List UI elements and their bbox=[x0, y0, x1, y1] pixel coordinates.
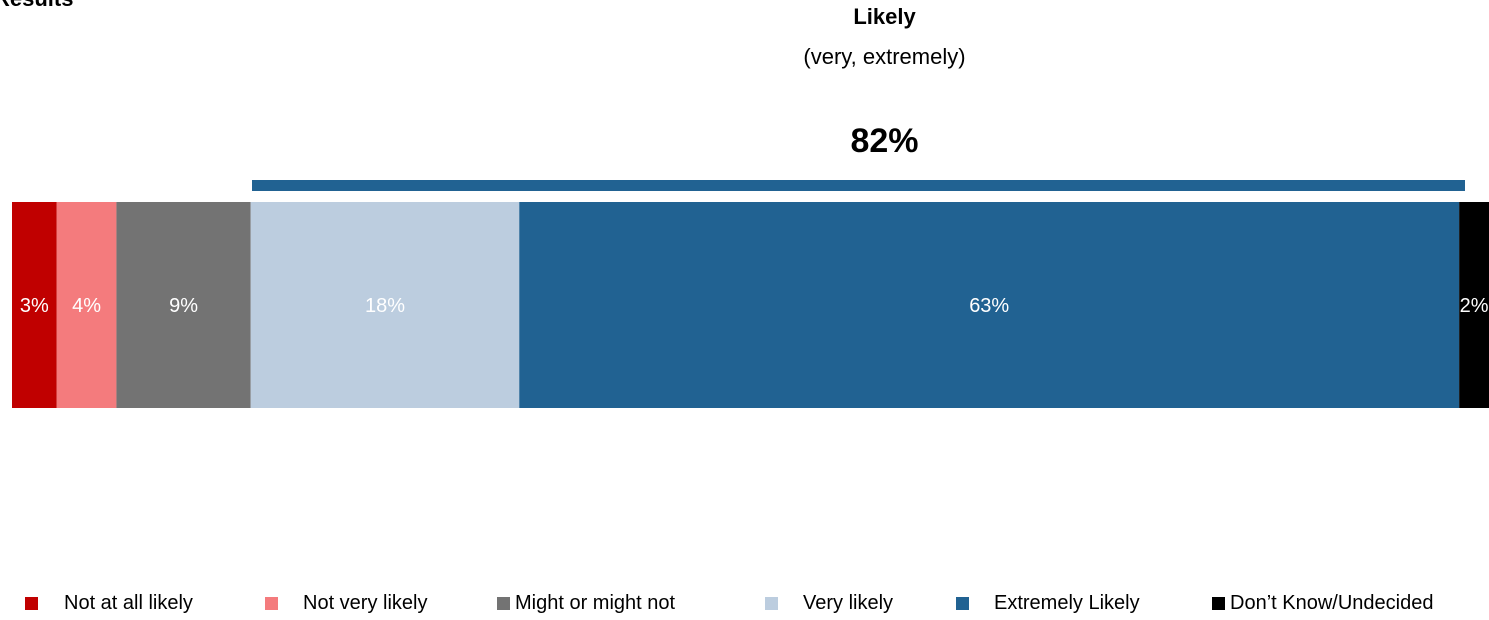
bar-segment-very-likely bbox=[250, 202, 520, 408]
data-label-very-likely: 18% bbox=[365, 295, 405, 317]
likely-total: 82% bbox=[850, 122, 919, 160]
legend-label: Not very likely bbox=[303, 592, 428, 614]
legend-swatch bbox=[1212, 597, 1225, 610]
bar-segment-don-t-know-undecided bbox=[1459, 202, 1489, 408]
legend-label: Don’t Know/Undecided bbox=[1230, 592, 1434, 614]
data-label-not-very-likely: 4% bbox=[72, 295, 101, 317]
legend-swatch bbox=[765, 597, 778, 610]
legend-item-extremely-likely: Extremely Likely bbox=[956, 592, 1140, 615]
legend-label: Might or might not bbox=[515, 592, 676, 614]
legend-item-might-or-might-not: Might or might not bbox=[497, 592, 675, 615]
legend-item-not-at-all-likely: Not at all likely bbox=[25, 592, 193, 615]
legend: Not at all likely Not very likely Might … bbox=[0, 592, 1489, 620]
bar-segment-not-at-all-likely bbox=[12, 202, 57, 408]
results-label: Results bbox=[0, 0, 73, 12]
data-label-not-at-all-likely: 3% bbox=[20, 295, 49, 317]
data-label-don-t-know-undecided: 2% bbox=[1460, 295, 1489, 317]
legend-swatch bbox=[956, 597, 969, 610]
legend-swatch bbox=[497, 597, 510, 610]
legend-item-dont-know-undecided: Don’t Know/Undecided bbox=[1212, 592, 1433, 615]
bar-segment-might-or-might-not bbox=[116, 202, 251, 408]
bar-segment-extremely-likely bbox=[519, 202, 1460, 408]
bar-segment-not-very-likely bbox=[56, 202, 117, 408]
likely-title: Likely bbox=[853, 4, 916, 29]
legend-swatch bbox=[265, 597, 278, 610]
likely-bracket-bar bbox=[252, 180, 1465, 191]
likely-subtitle: (very, extremely) bbox=[803, 44, 966, 69]
legend-item-very-likely: Very likely bbox=[765, 592, 893, 615]
data-label-might-or-might-not: 9% bbox=[169, 295, 198, 317]
legend-label: Not at all likely bbox=[64, 592, 193, 614]
legend-item-not-very-likely: Not very likely bbox=[265, 592, 427, 615]
legend-label: Extremely Likely bbox=[994, 592, 1140, 614]
legend-swatch bbox=[25, 597, 38, 610]
data-label-extremely-likely: 63% bbox=[969, 295, 1009, 317]
legend-label: Very likely bbox=[803, 592, 894, 614]
